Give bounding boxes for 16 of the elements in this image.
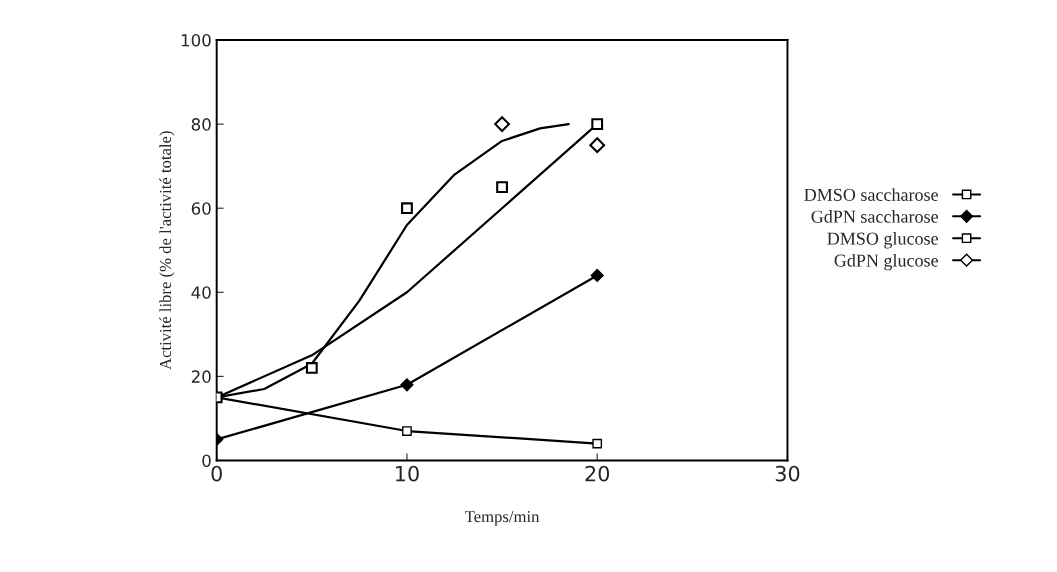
legend-label: GdPN glucose [834,253,938,271]
y-tick-label: 0 [202,454,211,468]
x-axis-title: Temps/min [465,511,540,526]
x-tick-label: 20 [585,465,610,482]
legend-label: DMSO glucose [827,232,938,249]
x-tick-label: 10 [395,465,419,482]
y-tick-label: 20 [191,370,211,383]
x-tick-label: 0 [211,465,222,482]
x-tick-label: 30 [775,465,800,482]
legend-label: DMSO saccharose [804,188,938,201]
y-axis-title: Activité libre (% de l'activité totale) [159,131,175,370]
legend-label: GdPN saccharose [811,210,938,223]
y-tick-label: 60 [191,202,211,215]
y-tick-label: 100 [181,34,211,47]
y-tick-label: 40 [191,286,211,299]
y-tick-label: 80 [191,118,211,131]
